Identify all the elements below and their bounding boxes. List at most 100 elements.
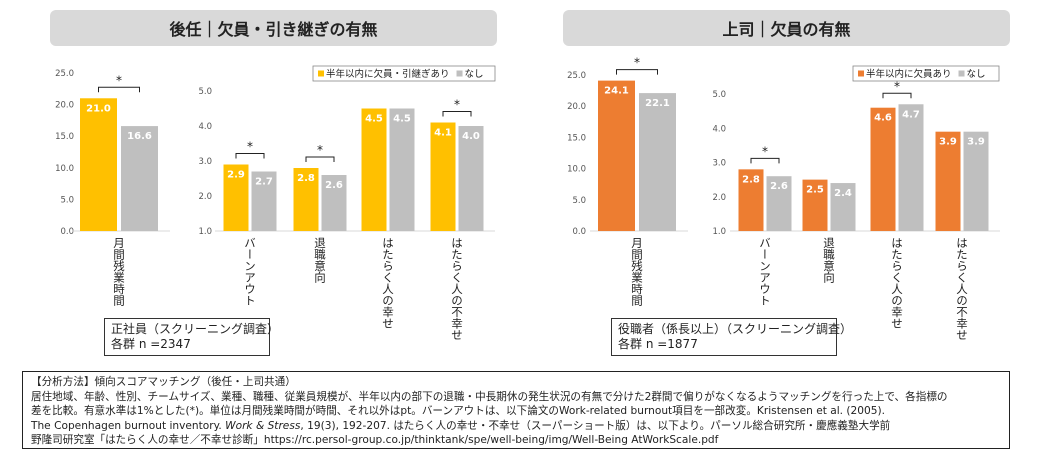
right-legend-box bbox=[852, 65, 1000, 82]
right-sub1-ytick: 3.0 bbox=[712, 159, 726, 169]
left-sub1-bar-label-1-0: 2.7 bbox=[255, 177, 273, 188]
left-sub0-ytick: 0.0 bbox=[60, 227, 74, 237]
note-journal-name: Work & Stress bbox=[225, 419, 301, 432]
left-sub1-bar-label-0-2: 4.5 bbox=[365, 114, 383, 125]
right-sub1-bar-0-1 bbox=[802, 179, 828, 231]
note-line-5: 野隆司研究室「はたらく人の幸せ／不幸せ診断」https://rc.persol-… bbox=[31, 434, 719, 447]
right-sub0-bar-label-0-0: 24.1 bbox=[604, 86, 629, 97]
right-sub1-bar-1-0 bbox=[766, 176, 792, 231]
left-sub1-sig-bracket-1 bbox=[305, 156, 335, 162]
note-line-2: 居住地域、年齢、性別、チームサイズ、業種、職種、従業員規模が、半年以内の部下の退… bbox=[31, 390, 948, 403]
note-line-4a: The Copenhagen burnout inventory. bbox=[31, 419, 226, 432]
right-sub0-bar-label-1-0: 22.1 bbox=[645, 98, 670, 109]
right-sub0-bar-0-0 bbox=[598, 80, 635, 231]
right-legend-label-1: なし bbox=[967, 69, 986, 80]
right-sub1-bar-label-0-1: 2.5 bbox=[806, 185, 824, 196]
left-sub1-bar-label-0-0: 2.9 bbox=[227, 170, 245, 181]
right-sub0-sig-bracket-0 bbox=[616, 69, 658, 75]
left-sub0-category-0: 月間残業時間 bbox=[112, 237, 126, 307]
left-legend-swatch-0 bbox=[318, 70, 324, 77]
left-sub0-bar-label-0-0: 21.0 bbox=[86, 103, 111, 114]
left-sub1-category-0: バーンアウト bbox=[243, 237, 257, 306]
left-sample-type: 正社員（スクリーニング調査） bbox=[111, 322, 280, 336]
right-sub0-sig-star-0: * bbox=[634, 56, 640, 70]
left-sub1-sig-bracket-0 bbox=[235, 153, 265, 159]
right-sub0-category-0: 月間残業時間 bbox=[630, 237, 644, 307]
left-sub0-sig-bracket-0 bbox=[98, 86, 140, 93]
left-sub1-bar-1-1 bbox=[321, 175, 347, 231]
left-sub0-ytick: 20.0 bbox=[55, 101, 74, 111]
right-legend-swatch-0 bbox=[858, 70, 864, 77]
note-line-3: 差を比較。有意水準は1%とした(*)。単位は月間残業時間が時間、それ以外はpt。… bbox=[31, 405, 886, 418]
left-legend-swatch-1 bbox=[456, 70, 463, 77]
right-sub1-bar-0-2 bbox=[870, 107, 896, 231]
right-sub1-bar-label-1-2: 4.7 bbox=[902, 109, 920, 120]
left-sub1-bar-1-0 bbox=[251, 171, 277, 231]
left-legend-label-0: 半年以内に欠員・引継ぎあり bbox=[326, 68, 450, 80]
left-sub1-sig-bracket-3 bbox=[442, 111, 472, 117]
right-sub0-bar-1-0 bbox=[639, 93, 676, 231]
left-sub0-bar-label-1-0: 16.6 bbox=[127, 131, 152, 142]
right-sub0-ytick: 10.0 bbox=[567, 165, 586, 175]
right-sub1-bar-label-1-3: 3.9 bbox=[967, 137, 985, 148]
right-sub1-bar-0-3 bbox=[935, 131, 961, 231]
left-sub1-bar-0-0 bbox=[223, 164, 249, 231]
left-sub1-bar-label-0-1: 2.8 bbox=[297, 173, 315, 184]
note-line-4c: , 19(3), 192-207. はたらく人の幸せ・不幸せ（スーパーショート版… bbox=[300, 419, 891, 432]
right-sub1-bar-1-2 bbox=[898, 104, 924, 231]
right-sub1-bar-label-0-0: 2.8 bbox=[742, 174, 760, 185]
left-sub1-bar-label-1-2: 4.5 bbox=[393, 114, 411, 125]
right-sub1-category-2: はたらく人の幸せ bbox=[890, 237, 904, 329]
left-sub1-bar-1-2 bbox=[389, 108, 415, 231]
left-sub0-ytick: 10.0 bbox=[55, 164, 74, 174]
left-sub1-sig-star-3: * bbox=[454, 98, 460, 112]
right-panel-title: 上司｜欠員の有無 bbox=[563, 10, 1010, 46]
left-sub1-bar-label-1-3: 4.0 bbox=[462, 131, 480, 142]
right-sub1-category-0: バーンアウト bbox=[758, 237, 772, 306]
right-sub0-ytick: 15.0 bbox=[567, 133, 586, 143]
right-sub1-ytick: 2.0 bbox=[712, 193, 726, 203]
left-sample-size: 各群 n =2347 bbox=[111, 337, 191, 351]
right-sub1-sig-star-0: * bbox=[762, 144, 768, 158]
right-legend-label-0: 半年以内に欠員あり bbox=[866, 68, 952, 80]
left-sub0-bar-0-0 bbox=[80, 98, 117, 231]
left-sub1-sig-star-0: * bbox=[247, 140, 253, 154]
right-sample-size: 各群 n =1877 bbox=[618, 337, 698, 351]
left-sub1-ytick: 4.0 bbox=[198, 122, 212, 132]
left-sub0-ytick: 25.0 bbox=[55, 69, 74, 79]
right-sub0-ytick: 20.0 bbox=[567, 102, 586, 112]
left-sub1-ytick: 2.0 bbox=[198, 192, 212, 202]
left-sub0-ytick: 15.0 bbox=[55, 132, 74, 142]
left-sub1-bar-label-1-1: 2.6 bbox=[325, 180, 343, 191]
right-legend-swatch-1 bbox=[958, 70, 965, 77]
left-sub1-bar-label-0-3: 4.1 bbox=[434, 128, 452, 139]
left-sub1-category-3: はたらく人の不幸せ bbox=[450, 237, 464, 341]
analysis-method-note: 【分析方法】傾向スコアマッチング（後任・上司共通） 居住地域、年齢、性別、チーム… bbox=[22, 371, 1010, 449]
left-sub1-category-1: 退職意向 bbox=[313, 237, 327, 283]
right-sub1-bar-1-3 bbox=[963, 131, 989, 231]
right-sub1-bar-label-1-0: 2.6 bbox=[770, 181, 788, 192]
left-sub1-category-2: はたらく人の幸せ bbox=[381, 237, 395, 329]
left-sub0-ytick: 5.0 bbox=[60, 195, 74, 205]
left-sub1-bar-1-3 bbox=[458, 126, 484, 231]
left-sub0-sig-star-0: * bbox=[116, 73, 122, 87]
right-sample-info: 役職者（係長以上）（スクリーニング調査） 各群 n =1877 bbox=[611, 318, 853, 356]
left-sub1-bar-0-2 bbox=[361, 108, 387, 231]
right-sub0-ytick: 0.0 bbox=[572, 227, 586, 237]
right-sub1-bar-label-0-3: 3.9 bbox=[939, 137, 957, 148]
right-sub1-ytick: 1.0 bbox=[712, 227, 726, 237]
right-sub1-bar-label-0-2: 4.6 bbox=[874, 113, 892, 124]
right-sub0-ytick: 25.0 bbox=[567, 71, 586, 81]
left-legend-label-1: なし bbox=[465, 69, 484, 80]
left-panel-title: 後任｜欠員・引き継ぎの有無 bbox=[50, 10, 497, 46]
note-line-1: 【分析方法】傾向スコアマッチング（後任・上司共通） bbox=[31, 376, 296, 388]
charts-canvas: 半年以内に欠員・引継ぎあり なし 0.0 5.0 10.0 15.0 20.0 25.0 21.… bbox=[55, 56, 1000, 341]
left-sub0-bar-1-0 bbox=[121, 126, 158, 231]
right-sub1-bar-1-1 bbox=[830, 183, 856, 231]
right-sub1-bar-0-0 bbox=[738, 169, 764, 231]
left-sub1-bar-0-1 bbox=[293, 168, 319, 231]
right-sample-type: 役職者（係長以上）（スクリーニング調査） bbox=[618, 322, 853, 336]
left-sub1-sig-star-1: * bbox=[317, 143, 323, 157]
right-sub1-ytick: 4.0 bbox=[712, 124, 726, 134]
right-sub1-sig-star-2: * bbox=[894, 79, 900, 93]
